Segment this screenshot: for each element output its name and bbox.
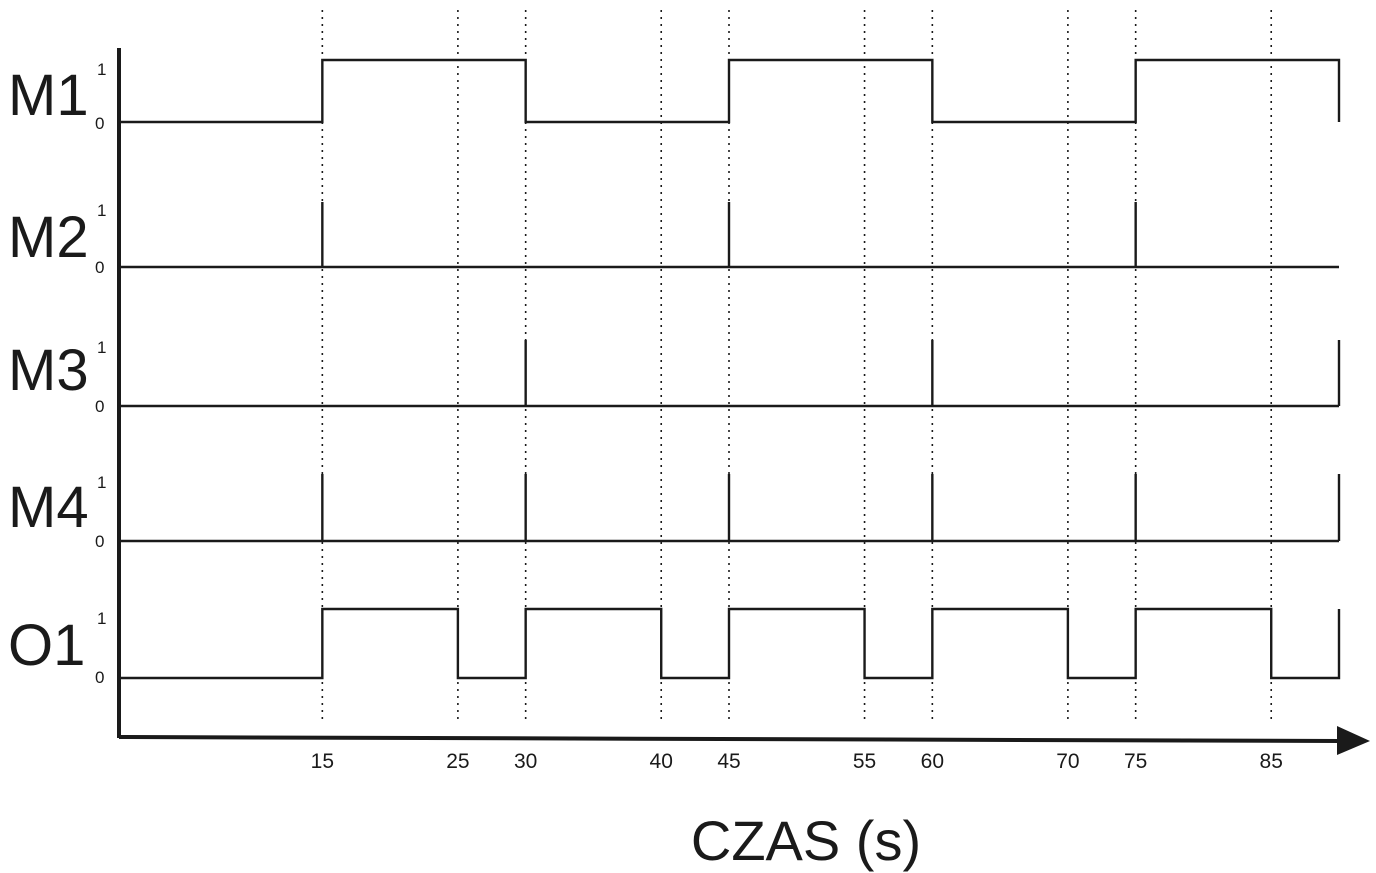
x-tick-label: 15 — [311, 750, 334, 773]
level-label-low: 0 — [95, 114, 104, 133]
signal-m4 — [119, 474, 1341, 543]
signal-labels: M1 1 0 M2 1 0 M3 1 0 M4 1 0 O1 1 0 — [8, 60, 106, 687]
level-label-low: 0 — [95, 668, 104, 687]
level-label-high: 1 — [97, 338, 106, 357]
time-axis: 15 25 30 40 45 55 60 70 75 85 CZAS (s) — [117, 48, 1370, 872]
level-label-high: 1 — [97, 609, 106, 628]
waveform-o1 — [119, 607, 1341, 680]
x-axis-title: CZAS (s) — [691, 809, 921, 872]
signal-o1 — [119, 607, 1341, 680]
x-tick-label: 40 — [650, 750, 673, 773]
x-tick-label: 60 — [921, 750, 944, 773]
signal-m2 — [119, 202, 1339, 269]
level-label-low: 0 — [95, 397, 104, 416]
x-axis-tick-labels: 15 25 30 40 45 55 60 70 75 85 — [311, 750, 1283, 773]
signal-name-m2: M2 — [8, 205, 89, 270]
signal-name-m1: M1 — [8, 63, 89, 128]
x-tick-label: 75 — [1124, 750, 1147, 773]
signal-name-m4: M4 — [8, 475, 89, 540]
x-tick-label: 70 — [1056, 750, 1079, 773]
x-tick-label: 85 — [1260, 750, 1283, 773]
level-label-high: 1 — [97, 201, 106, 220]
signal-name-m3: M3 — [8, 338, 89, 403]
level-label-high: 1 — [97, 473, 106, 492]
x-axis-line — [118, 735, 1341, 743]
x-axis-arrow-icon — [1337, 726, 1370, 755]
x-tick-label: 45 — [717, 750, 740, 773]
level-label-low: 0 — [95, 532, 104, 551]
signal-waveforms — [119, 58, 1341, 680]
signal-m1 — [119, 58, 1341, 124]
waveform-m1 — [119, 58, 1341, 124]
x-tick-label: 25 — [446, 750, 469, 773]
signal-name-o1: O1 — [8, 613, 85, 678]
level-label-low: 0 — [95, 258, 104, 277]
guide-lines — [321, 10, 1273, 724]
level-label-high: 1 — [97, 60, 106, 79]
signal-m3 — [119, 340, 1341, 408]
x-tick-label: 55 — [853, 750, 876, 773]
x-tick-label: 30 — [514, 750, 537, 773]
